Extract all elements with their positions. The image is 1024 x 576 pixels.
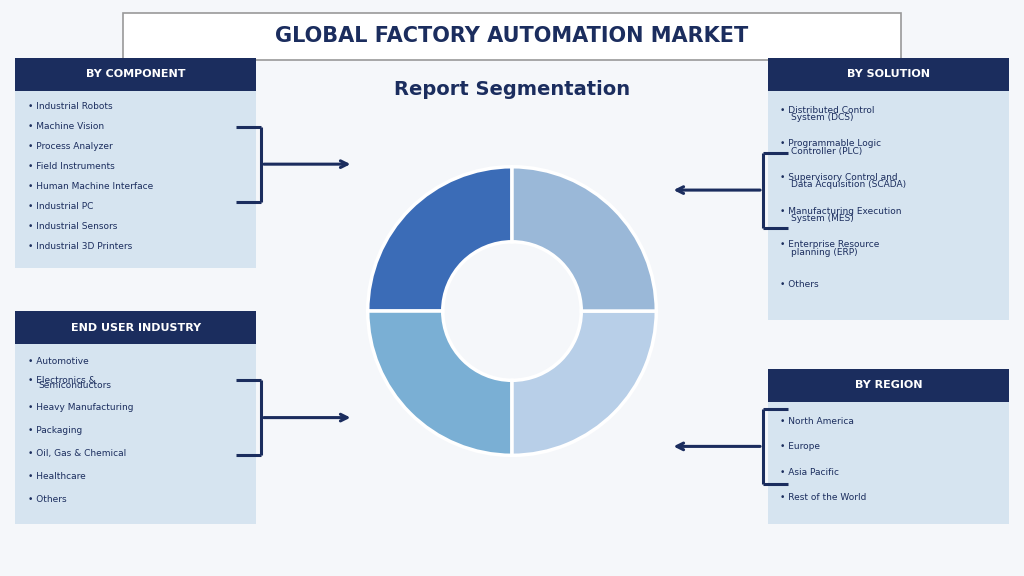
FancyBboxPatch shape [768, 58, 1009, 91]
Text: • Machine Vision: • Machine Vision [28, 122, 103, 131]
Text: Controller (PLC): Controller (PLC) [791, 147, 862, 156]
Text: • Healthcare: • Healthcare [28, 472, 85, 482]
Text: • Distributed Control: • Distributed Control [780, 105, 874, 115]
FancyBboxPatch shape [768, 369, 1009, 402]
Text: • Field Instruments: • Field Instruments [28, 162, 115, 171]
Text: • Industrial Robots: • Industrial Robots [28, 101, 113, 111]
Text: END USER INDUSTRY: END USER INDUSTRY [71, 323, 201, 333]
Text: • Industrial PC: • Industrial PC [28, 202, 93, 211]
Text: • Enterprise Resource: • Enterprise Resource [780, 240, 880, 249]
Text: • Process Analyzer: • Process Analyzer [28, 142, 113, 151]
Text: Semiconductors: Semiconductors [38, 381, 111, 390]
Text: • Packaging: • Packaging [28, 426, 82, 435]
Text: System (MES): System (MES) [791, 214, 853, 223]
FancyBboxPatch shape [768, 91, 1009, 320]
Text: BY COMPONENT: BY COMPONENT [86, 69, 185, 79]
Text: • Human Machine Interface: • Human Machine Interface [28, 182, 153, 191]
Text: • Europe: • Europe [780, 442, 820, 451]
Text: GLOBAL FACTORY AUTOMATION MARKET: GLOBAL FACTORY AUTOMATION MARKET [275, 26, 749, 46]
Text: System (DCS): System (DCS) [791, 113, 853, 122]
Text: • Rest of the World: • Rest of the World [780, 493, 866, 502]
FancyBboxPatch shape [15, 58, 256, 91]
Text: • North America: • North America [780, 416, 854, 426]
Text: Data Acquisition (SCADA): Data Acquisition (SCADA) [791, 180, 905, 190]
Text: • Electronics &: • Electronics & [28, 376, 95, 385]
FancyBboxPatch shape [15, 311, 256, 344]
Text: BY REGION: BY REGION [855, 380, 922, 391]
FancyBboxPatch shape [15, 344, 256, 524]
Wedge shape [368, 311, 512, 456]
Text: • Programmable Logic: • Programmable Logic [780, 139, 882, 148]
Wedge shape [512, 166, 656, 311]
FancyBboxPatch shape [768, 402, 1009, 524]
Text: • Industrial Sensors: • Industrial Sensors [28, 222, 117, 231]
Text: • Supervisory Control and: • Supervisory Control and [780, 173, 898, 182]
Wedge shape [512, 311, 656, 456]
Text: • Industrial 3D Printers: • Industrial 3D Printers [28, 242, 132, 251]
Text: • Oil, Gas & Chemical: • Oil, Gas & Chemical [28, 449, 126, 458]
Text: Report Segmentation: Report Segmentation [394, 80, 630, 98]
Text: • Asia Pacific: • Asia Pacific [780, 468, 840, 476]
Text: • Heavy Manufacturing: • Heavy Manufacturing [28, 403, 133, 412]
FancyBboxPatch shape [15, 91, 256, 268]
Text: • Manufacturing Execution: • Manufacturing Execution [780, 207, 902, 215]
Text: • Automotive: • Automotive [28, 357, 88, 366]
FancyBboxPatch shape [123, 13, 901, 60]
Text: planning (ERP): planning (ERP) [791, 248, 857, 256]
Wedge shape [368, 166, 512, 311]
Text: • Others: • Others [780, 280, 819, 289]
Text: BY SOLUTION: BY SOLUTION [847, 69, 930, 79]
Text: • Others: • Others [28, 495, 67, 505]
